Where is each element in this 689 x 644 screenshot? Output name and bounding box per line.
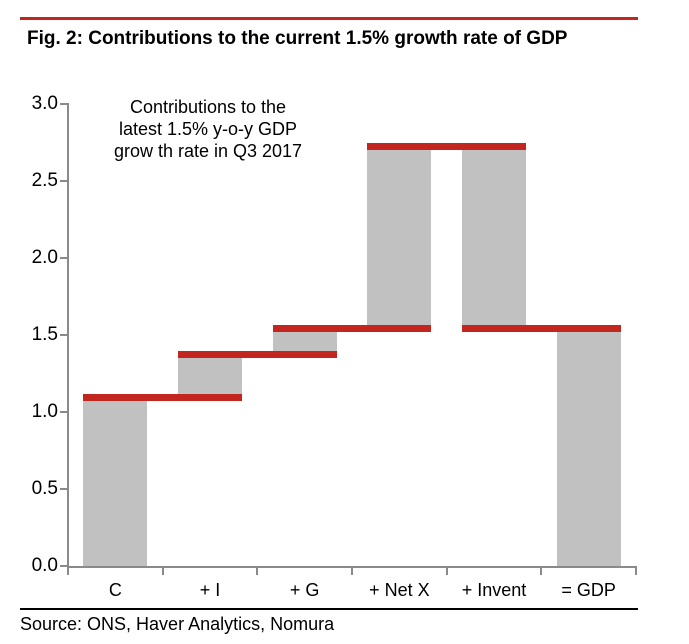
top-red-rule [20,17,638,20]
annotation-line-3: grow th rate in Q3 2017 [113,141,303,161]
figure-title: Fig. 2: Contributions to the current 1.5… [27,28,568,49]
y-tick-label: 2.0 [31,247,58,268]
y-tick-label: 0.5 [31,478,58,499]
source-note: Source: ONS, Haver Analytics, Nomura [20,614,335,634]
marker-line [367,143,526,151]
bar-invent [462,150,526,332]
x-category-label-net-x: + Net X [369,580,430,600]
chart-annotation: Contributions to the latest 1.5% y-o-y G… [92,96,324,162]
x-category-label-g: + G [289,580,320,600]
x-category-label-i: + I [199,580,221,600]
annotation-line-1: Contributions to the [129,97,287,117]
y-tick [60,257,68,259]
x-category-label-gdp: = GDP [561,580,616,600]
x-tick [540,568,543,575]
bar-gdp [556,331,621,566]
waterfall-chart: Contributions to the latest 1.5% y-o-y G… [0,70,689,600]
x-tick [161,568,164,575]
bottom-black-rule [20,608,638,610]
y-tick [60,411,68,413]
x-tick [635,568,637,575]
y-tick [60,488,68,490]
bar-i [178,358,242,402]
x-tick [256,568,259,575]
bar-net-x [367,150,432,332]
y-tick-label: 1.5 [31,324,58,345]
y-tick-label: 1.0 [31,401,58,422]
marker-line [462,324,621,332]
x-category-label-c: C [108,580,122,600]
x-tick [351,568,353,575]
x-tick [67,568,69,575]
y-tick-label: 0.0 [31,555,58,576]
marker-line [178,351,337,359]
marker-line [83,394,242,402]
y-tick [60,103,68,105]
marker-line [272,324,432,332]
y-tick [60,334,68,336]
y-tick [60,180,68,182]
y-tick-label: 3.0 [31,93,58,114]
x-axis [67,566,637,568]
bar-c [83,401,148,566]
y-tick [60,565,68,567]
x-category-label-invent: + Invent [461,580,527,600]
y-axis [67,103,69,567]
annotation-line-2: latest 1.5% y-o-y GDP [118,119,298,139]
y-tick-label: 2.5 [31,170,58,191]
x-tick [445,568,448,575]
